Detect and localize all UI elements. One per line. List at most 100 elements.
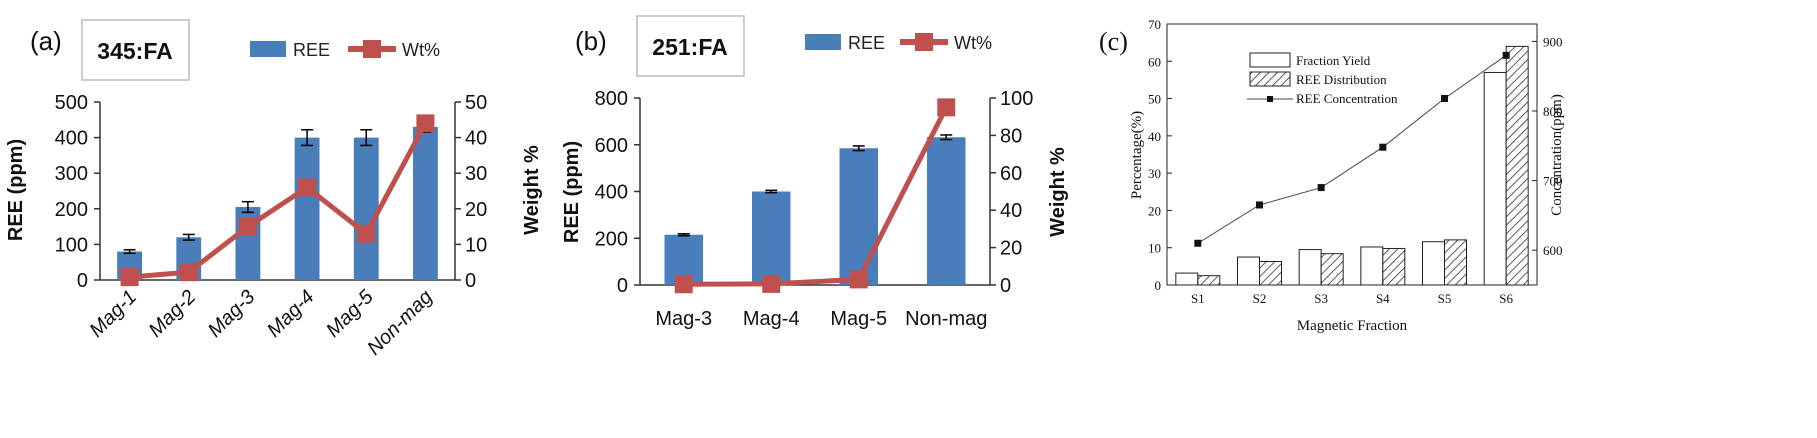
y-axis-title-left-b: REE (ppm) <box>561 141 583 243</box>
y-tick-label-left-c: 10 <box>1148 241 1161 256</box>
legend-swatch-ree-a <box>250 41 286 57</box>
x-tick-label-b: Non-mag <box>905 308 987 330</box>
bar-ree-distribution <box>1320 253 1344 286</box>
y-tick-label-left-b: 0 <box>617 275 628 297</box>
legend-label-wt-a: Wt% <box>402 40 440 60</box>
x-tick-label-a: Mag-4 <box>263 286 319 342</box>
chart-panel-b: (b) 251:FA REE Wt% REE (ppm) Weight % 0 2… <box>561 15 1069 330</box>
y-tick-label-right-b: 100 <box>1000 88 1033 110</box>
x-tick-label-c: S3 <box>1314 291 1328 306</box>
bar-fraction-yield <box>1360 246 1384 286</box>
x-tick-label-a: Mag-1 <box>85 286 141 342</box>
y-tick-label-left-a: 0 <box>77 270 88 292</box>
plot-area-c: 0 10 20 30 40 50 60 70 600 700 800 900 S1 S2 S3 S4 S5 S6 <box>1148 17 1563 306</box>
marker-ree-concentration <box>1379 143 1387 151</box>
legend-c: Fraction Yield REE Distribution REE Conc… <box>1247 52 1398 106</box>
y-tick-label-right-b: 20 <box>1000 238 1022 260</box>
marker-ree-concentration <box>1502 51 1510 59</box>
y-tick-label-right-a: 30 <box>465 163 487 185</box>
y-tick-label-right-a: 0 <box>465 270 476 292</box>
y-tick-label-left-a: 400 <box>55 128 88 150</box>
line-ree-concentration <box>1197 54 1507 244</box>
y-axis-title-right-c: Concentration(ppm) <box>1549 94 1565 216</box>
x-tick-label-c: S4 <box>1376 291 1390 306</box>
x-tick-label-a: Mag-5 <box>322 285 378 341</box>
line-wt-b <box>683 106 949 287</box>
marker-ree-concentration <box>1194 239 1202 247</box>
y-tick-label-left-b: 200 <box>595 228 628 250</box>
legend-marker-ree-concentration <box>1267 96 1273 102</box>
y-tick-label-right-c: 600 <box>1543 243 1563 258</box>
x-tick-label-b: Mag-5 <box>830 308 887 330</box>
marker-wt-b <box>674 275 693 294</box>
marker-ree-concentration <box>1317 184 1325 192</box>
bar-fraction-yield <box>1298 249 1322 286</box>
marker-ree-concentration <box>1256 201 1263 209</box>
legend-swatch-ree-b <box>805 34 841 50</box>
bar-ree-distribution <box>1197 275 1221 286</box>
y-tick-label-right-b: 60 <box>1000 163 1022 185</box>
legend-label-wt-b: Wt% <box>954 33 992 53</box>
bar-ree-b <box>927 137 966 285</box>
y-tick-label-left-a: 300 <box>55 163 88 185</box>
x-tick-label-b: Mag-3 <box>655 308 712 330</box>
y-tick-label-left-a: 500 <box>55 92 88 114</box>
y-tick-label-left-c: 0 <box>1155 278 1162 293</box>
y-tick-label-left-c: 40 <box>1148 129 1161 144</box>
bar-ree-distribution <box>1259 261 1282 286</box>
marker-wt-b <box>762 274 781 293</box>
y-tick-label-right-b: 80 <box>1000 125 1022 147</box>
bar-ree-distribution <box>1505 45 1529 286</box>
title-box-a <box>81 19 190 81</box>
y-axis-title-left-a: REE (ppm) <box>5 139 27 241</box>
marker-wt-b <box>849 270 868 289</box>
chart-title-a: 345:FA <box>97 38 172 64</box>
legend-marker-wt-a <box>363 40 381 58</box>
legend-b: REE Wt% <box>805 33 992 53</box>
bar-ree-a <box>353 137 379 280</box>
y-tick-label-left-b: 600 <box>595 135 628 157</box>
marker-wt-b <box>937 98 956 117</box>
marker-wt-a <box>298 178 317 197</box>
bar-ree-distribution <box>1444 239 1467 286</box>
bar-fraction-yield <box>1483 71 1507 286</box>
y-tick-label-left-a: 100 <box>55 234 88 256</box>
legend-label-ree-a: REE <box>293 40 330 60</box>
marker-wt-a <box>357 224 376 243</box>
y-tick-label-right-c: 800 <box>1543 104 1563 119</box>
legend-a: REE Wt% <box>250 40 440 60</box>
bar-fraction-yield <box>1237 256 1260 286</box>
x-tick-label-a: Mag-3 <box>204 286 260 342</box>
x-tick-label-b: Mag-4 <box>743 308 800 330</box>
marker-wt-a <box>416 114 435 133</box>
y-tick-label-left-c: 70 <box>1148 17 1161 32</box>
y-tick-label-left-c: 50 <box>1148 92 1161 107</box>
y-tick-label-right-a: 40 <box>465 128 487 150</box>
chart-panel-a: (a) 345:FA REE Wt% REE (ppm) Weight % 0 1… <box>5 19 543 360</box>
plot-area-b: 0 200 400 600 800 0 20 40 60 80 100 Mag-3 Mag-4 Mag-5… <box>595 88 1034 330</box>
chart-title-b: 251:FA <box>652 34 727 60</box>
x-axis-title-c: Magnetic Fraction <box>1297 318 1408 334</box>
x-tick-label-c: S5 <box>1438 291 1452 306</box>
x-tick-label-a: Non-mag <box>363 286 437 360</box>
y-tick-label-right-c: 700 <box>1543 174 1563 189</box>
y-axis-title-right-b: Weight % <box>1047 147 1069 237</box>
y-tick-label-left-c: 60 <box>1148 54 1161 69</box>
x-tick-label-c: S6 <box>1499 291 1513 306</box>
y-tick-label-right-b: 0 <box>1000 275 1011 297</box>
y-tick-label-right-a: 50 <box>465 92 487 114</box>
bar-fraction-yield <box>1422 241 1445 286</box>
marker-wt-a <box>179 263 198 282</box>
legend-label-ree-b: REE <box>848 33 885 53</box>
x-tick-label-a: Mag-2 <box>145 286 201 342</box>
chart-panel-c: (c) Percentage(%) Concentration(ppm) Mag… <box>1099 17 1565 334</box>
x-tick-label-c: S2 <box>1253 291 1267 306</box>
marker-wt-a <box>238 217 257 236</box>
y-axis-title-left-c: Percentage(%) <box>1129 111 1145 199</box>
panel-label-b: (b) <box>575 26 607 56</box>
bar-ree-a <box>412 126 438 280</box>
y-tick-label-left-c: 30 <box>1148 166 1161 181</box>
y-tick-label-right-a: 20 <box>465 199 487 221</box>
